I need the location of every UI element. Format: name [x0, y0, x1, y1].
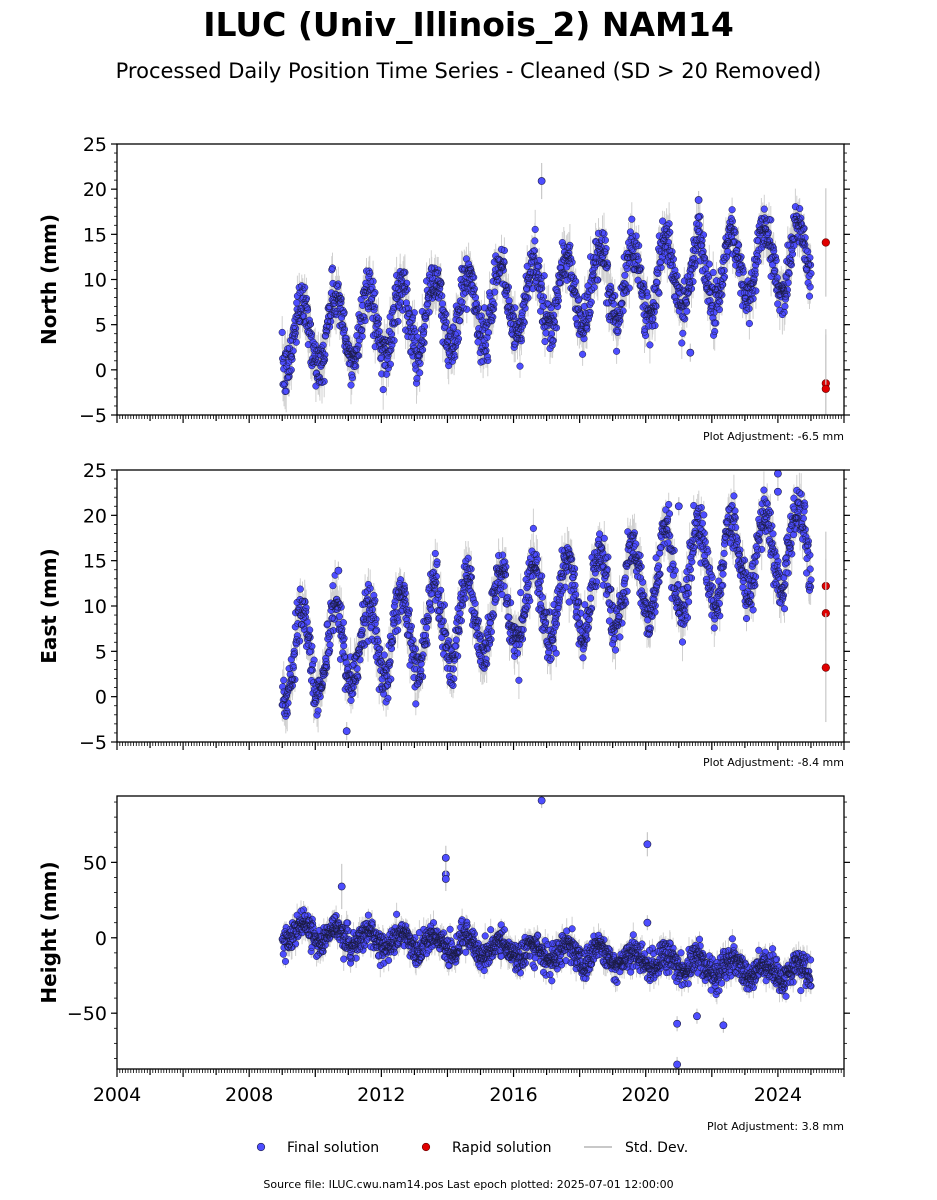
plot-frame	[116, 795, 845, 1070]
outlier-point	[537, 796, 546, 805]
plot-adjustment-note: Plot Adjustment: -6.5 mm	[703, 430, 844, 443]
outlier-point	[334, 566, 343, 575]
y-tick-label: 10	[83, 596, 107, 618]
outlier-point	[537, 177, 546, 185]
rapid-solution-point	[821, 238, 830, 247]
final-solution-points	[278, 486, 815, 720]
outlier-point	[774, 470, 782, 478]
outlier-point	[674, 502, 683, 511]
y-tick-label: 15	[83, 551, 107, 573]
y-axis-label: North (mm)	[37, 214, 61, 345]
legend-rapid-marker	[421, 1142, 431, 1152]
legend-rapid-label: Rapid solution	[452, 1140, 552, 1156]
y-tick-label: −50	[67, 1003, 107, 1025]
plot-area	[278, 162, 830, 415]
rapid-solution-point	[821, 663, 830, 672]
x-tick-label: 2004	[93, 1084, 141, 1106]
y-tick-label: 5	[95, 641, 107, 663]
outlier-point	[643, 840, 652, 849]
outlier-point	[774, 487, 782, 496]
x-tick-label: 2024	[754, 1084, 802, 1106]
panel-1: −5 0 5 10 15 20 25 North (mm) Plot Adjustment: -…	[37, 134, 850, 443]
y-tick-label: −5	[79, 405, 107, 427]
outlier-point	[342, 727, 351, 736]
x-tick-label: 2020	[622, 1084, 670, 1106]
outlier-point	[337, 882, 346, 891]
final-solution-markers	[278, 906, 815, 1000]
legend-final-label: Final solution	[287, 1140, 379, 1156]
y-tick-label: 0	[95, 928, 107, 950]
rapid-solution-point	[821, 384, 830, 393]
y-tick-label: 25	[83, 134, 107, 156]
outlier-point	[673, 1060, 682, 1069]
y-tick-label: 50	[83, 852, 107, 874]
panel-3: −50 0 50 2004 2008 2012 2016 2020 2024 Height (mm…	[37, 795, 850, 1133]
x-tick-label: 2008	[225, 1084, 273, 1106]
x-tick-label: 2012	[357, 1084, 405, 1106]
plot-adjustment-note: Plot Adjustment: -8.4 mm	[703, 756, 844, 769]
outlier-point	[686, 348, 695, 357]
plot-area	[278, 470, 830, 741]
final-solution-markers	[278, 203, 815, 395]
plot-adjustment-note: Plot Adjustment: 3.8 mm	[707, 1120, 844, 1133]
y-tick-label: 15	[83, 224, 107, 246]
outlier-point	[643, 918, 652, 927]
outlier-point	[441, 875, 450, 883]
y-axis-label: East (mm)	[37, 548, 61, 664]
legend: Final solution Rapid solution Std. Dev.	[256, 1140, 688, 1156]
y-tick-label: 0	[95, 687, 107, 709]
chart-title: ILUC (Univ_Illinois_2) NAM14	[203, 5, 734, 44]
x-tick-label: 2016	[489, 1084, 537, 1106]
final-solution-points	[278, 906, 815, 1000]
y-axis-label: Height (mm)	[37, 861, 61, 1003]
outlier-point	[441, 853, 450, 862]
panel-2: −5 0 5 10 15 20 25 East (mm) Plot Adjustment: -8…	[37, 460, 850, 769]
y-tick-label: 10	[83, 270, 107, 292]
chart-subtitle: Processed Daily Position Time Series - C…	[116, 59, 822, 83]
outlier-point	[719, 1021, 728, 1030]
final-solution-markers	[278, 486, 815, 720]
y-tick-label: 25	[83, 460, 107, 482]
legend-final-marker	[256, 1142, 266, 1152]
plot-frame	[116, 143, 845, 416]
source-footer: Source file: ILUC.cwu.nam14.pos Last epo…	[263, 1178, 673, 1191]
outlier-point	[693, 1012, 701, 1021]
outlier-point	[673, 1019, 682, 1028]
y-tick-label: −5	[79, 732, 107, 754]
final-solution-points	[278, 203, 815, 395]
y-tick-label: 0	[95, 360, 107, 382]
legend-sd-label: Std. Dev.	[625, 1140, 688, 1156]
y-tick-label: 5	[95, 315, 107, 337]
outlier-point	[694, 196, 703, 204]
y-tick-label: 20	[83, 505, 107, 527]
y-tick-label: 20	[83, 179, 107, 201]
plot-area	[278, 796, 815, 1069]
